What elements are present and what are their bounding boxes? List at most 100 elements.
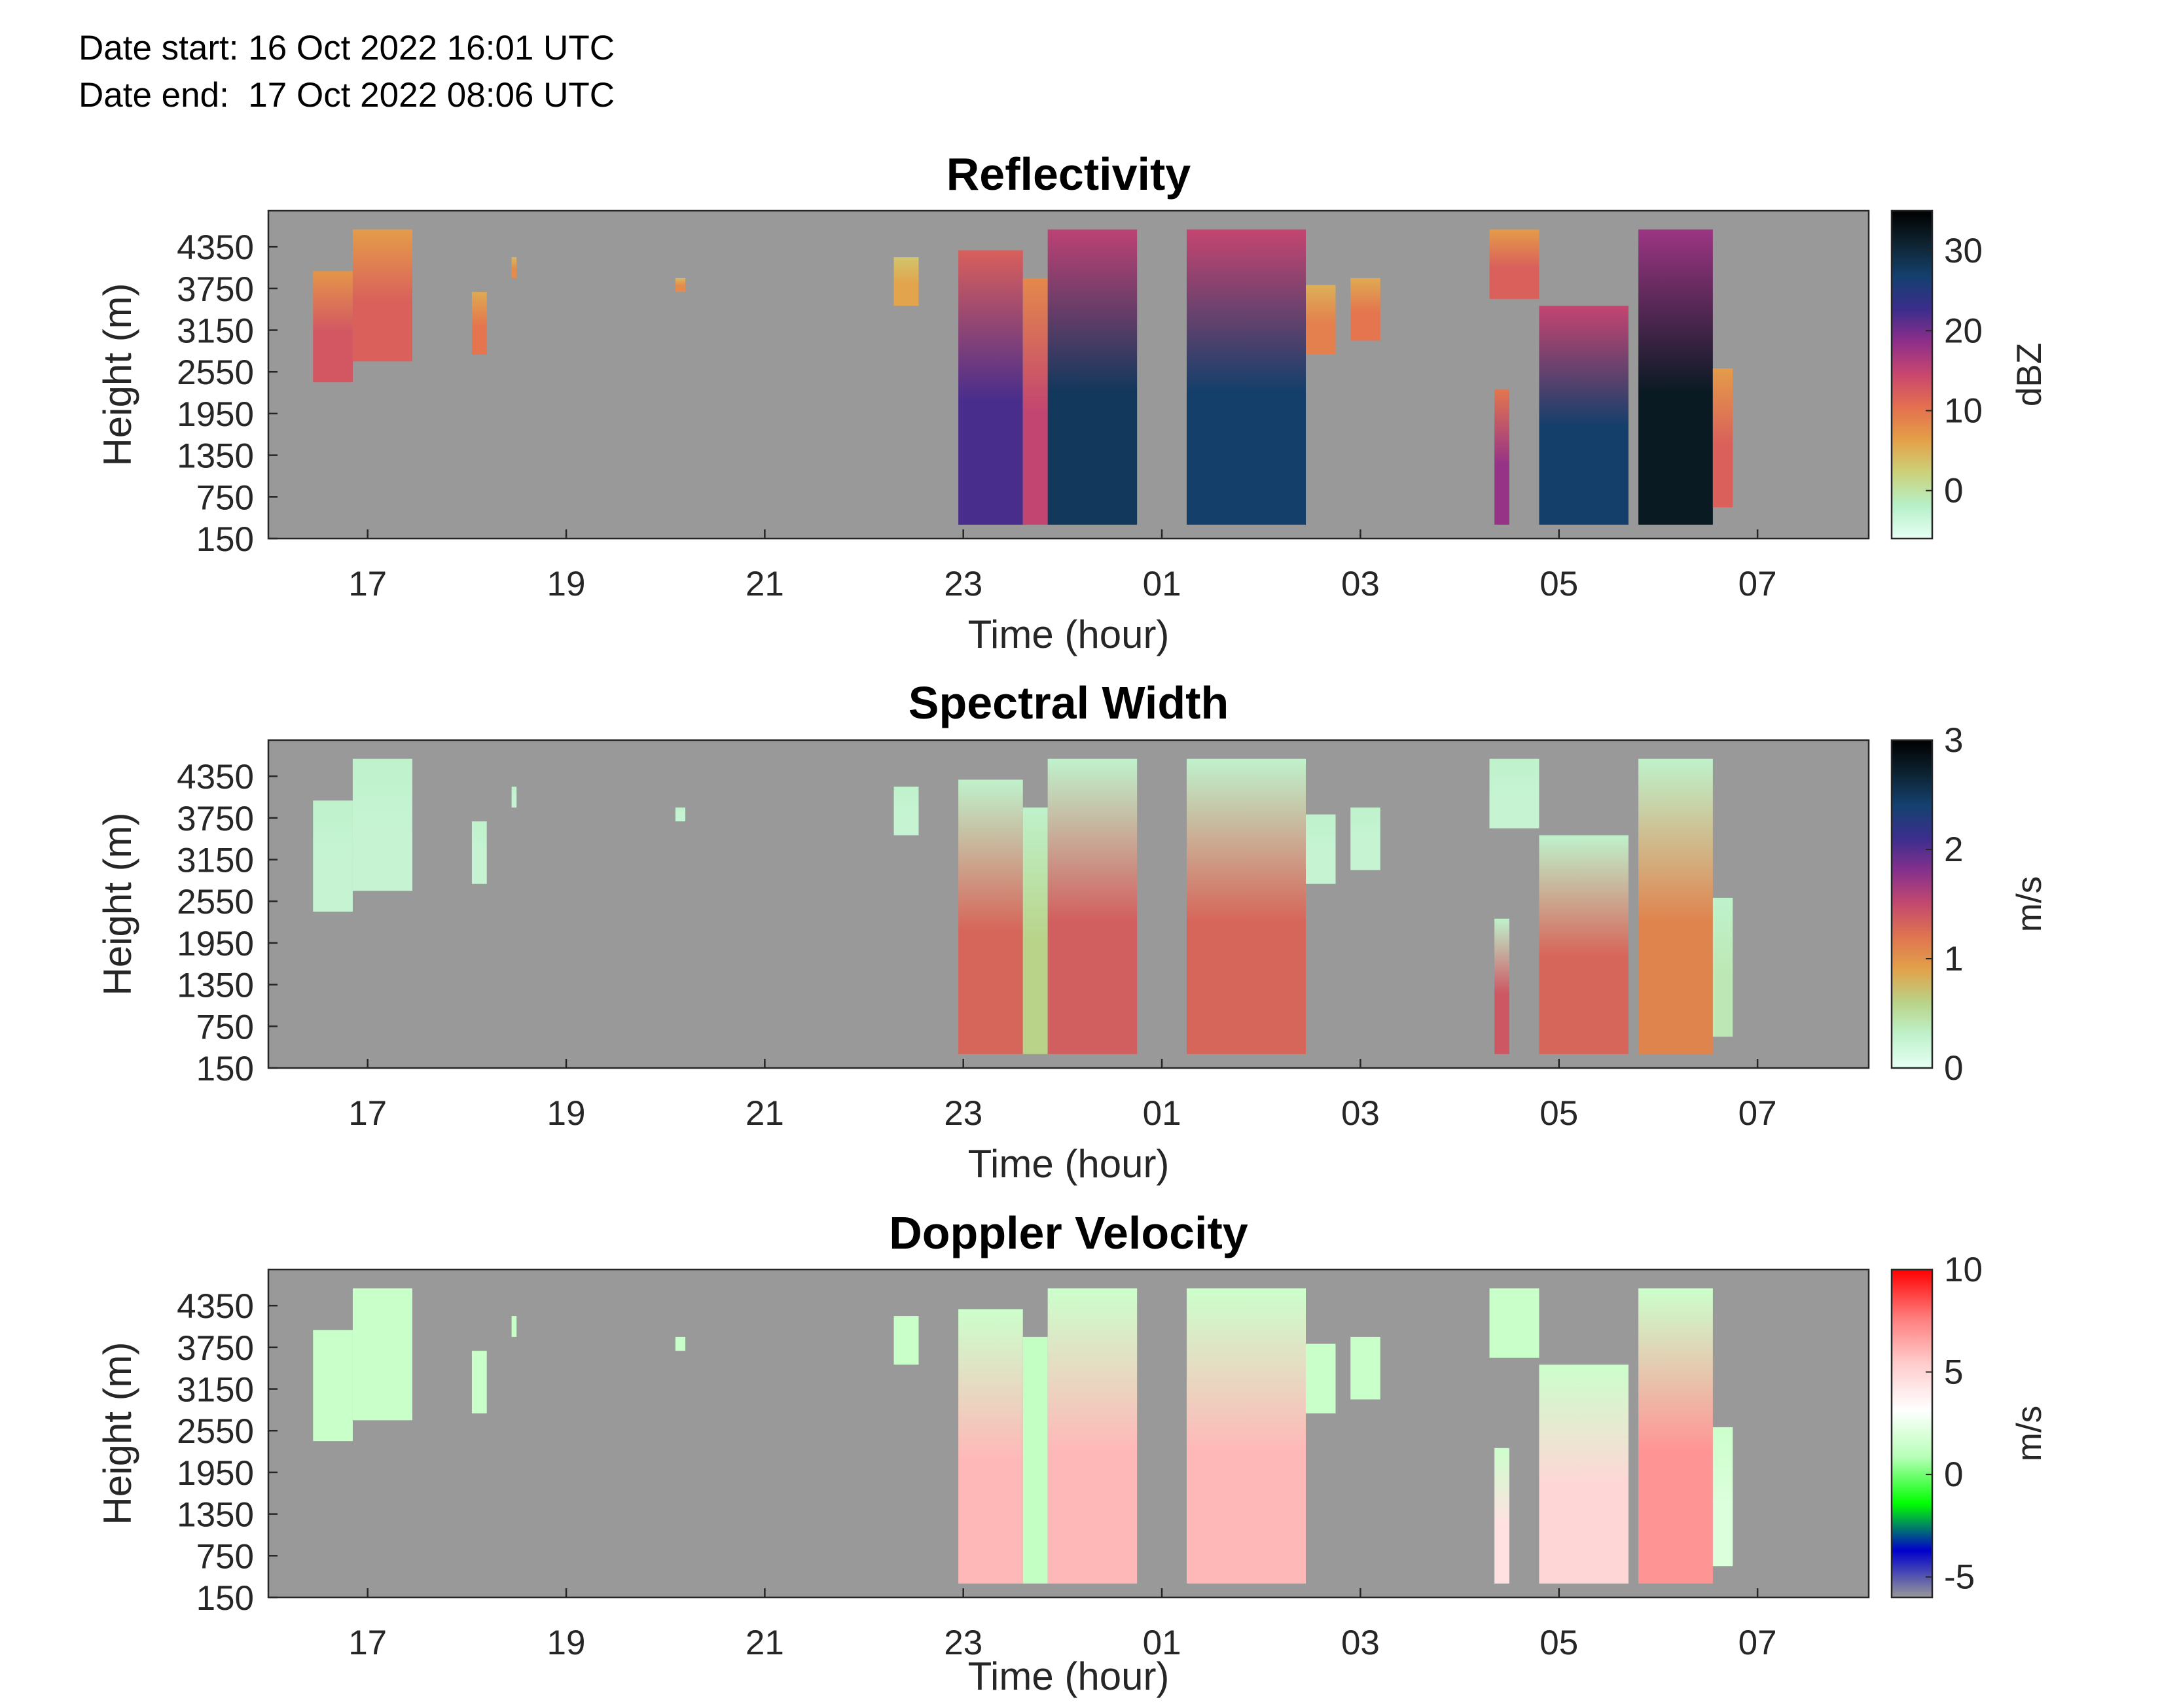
date-start-label: Date start: [79, 29, 239, 67]
echo-cell [1712, 368, 1733, 508]
colorbar [1890, 1268, 1934, 1599]
x-tick-label: 03 [1341, 565, 1380, 603]
x-tick-label: 03 [1341, 1624, 1380, 1662]
echo-cell [1022, 1336, 1048, 1584]
y-tick-label: 2550 [177, 883, 254, 921]
y-tick-label: 3150 [177, 312, 254, 351]
y-tick-label: 3750 [177, 270, 254, 309]
y-tick-label: 2550 [177, 353, 254, 392]
colorbar-label: m/s [2010, 876, 2049, 932]
panel-title: Spectral Width [909, 677, 1229, 728]
colorbar [1890, 209, 1934, 540]
echo-cell [1350, 277, 1380, 341]
date-end-label: Date end: [79, 76, 229, 115]
echo-cell [471, 821, 487, 884]
echo-cell [471, 1351, 487, 1414]
echo-cell [1350, 1336, 1380, 1400]
colorbar-tick-label: 3 [1944, 721, 1963, 760]
date-start-value: 16 Oct 2022 16:01 UTC [248, 29, 615, 67]
plot-frame [267, 739, 1870, 1069]
x-tick-label: 07 [1738, 1624, 1777, 1662]
echo-cell [1022, 277, 1048, 525]
plot-frame [267, 1268, 1870, 1599]
echo-cell [958, 250, 1023, 525]
echo-cell [1047, 758, 1138, 1054]
colorbar-tick-label: 10 [1944, 391, 1983, 430]
y-axis-label: Height (m) [96, 1342, 139, 1525]
echo-cell [1047, 1288, 1138, 1584]
x-axis-label: Time (hour) [968, 613, 1170, 656]
x-tick-label: 17 [348, 565, 387, 603]
y-tick-label: 150 [196, 520, 254, 559]
echo-cell [352, 758, 412, 891]
y-tick-label: 750 [196, 1008, 254, 1046]
echo-cell [1494, 1448, 1509, 1584]
y-tick-label: 4350 [177, 228, 254, 267]
y-tick-label: 750 [196, 1537, 254, 1576]
echo-cell [1638, 758, 1713, 1054]
y-tick-label: 1950 [177, 395, 254, 434]
y-tick-label: 4350 [177, 758, 254, 796]
x-tick-label: 03 [1341, 1094, 1380, 1133]
x-axis-label: Time (hour) [968, 1654, 1170, 1698]
x-tick-label: 01 [1143, 1094, 1181, 1133]
echo-cell [511, 1316, 517, 1337]
echo-cell [471, 292, 487, 355]
colorbar-tick-label: 30 [1944, 232, 1983, 270]
panel-title: Doppler Velocity [889, 1207, 1248, 1258]
echo-cell [893, 1316, 919, 1365]
echo-cell [1306, 285, 1336, 355]
echo-cell [1494, 918, 1509, 1054]
y-tick-label: 1350 [177, 967, 254, 1005]
echo-cell [1186, 229, 1306, 525]
echo-cell [1186, 1288, 1306, 1584]
echo-cell [352, 1288, 412, 1421]
echo-cell [1350, 807, 1380, 870]
echo-cell [511, 787, 517, 808]
x-tick-label: 07 [1738, 565, 1777, 603]
echo-cell [1306, 814, 1336, 884]
x-axis-label: Time (hour) [968, 1142, 1170, 1186]
echo-cell [893, 257, 919, 306]
echo-cell [675, 1336, 686, 1351]
x-tick-label: 23 [944, 1624, 982, 1662]
colorbar-tick-label: 10 [1944, 1251, 1983, 1289]
echo-cell [313, 1330, 353, 1442]
x-tick-label: 05 [1539, 1624, 1578, 1662]
x-tick-label: 17 [348, 1094, 387, 1133]
echo-cell [958, 1309, 1023, 1584]
colorbar-tick-label: 2 [1944, 830, 1963, 869]
colorbar-label: dBZ [2010, 343, 2049, 406]
colorbar-tick-label: 0 [1944, 472, 1963, 510]
x-tick-label: 23 [944, 565, 982, 603]
date-start-row: Date start: 16 Oct 2022 16:01 UTC [79, 25, 615, 72]
echo-cell [1489, 758, 1539, 828]
x-tick-label: 01 [1143, 1624, 1181, 1662]
echo-cell [1539, 835, 1629, 1054]
echo-cell [675, 277, 686, 293]
panel-reflectivity: Reflectivity 17 19 21 23 01 03 05 07 Time (hour) 1… [96, 149, 2049, 656]
echo-cell [1022, 807, 1048, 1054]
x-tick-label: 19 [547, 565, 586, 603]
panel-title: Reflectivity [946, 149, 1191, 200]
date-end-row: Date end: 17 Oct 2022 08:06 UTC [79, 72, 615, 119]
colorbar-tick-label: 0 [1944, 1049, 1963, 1088]
x-tick-label: 07 [1738, 1094, 1777, 1133]
y-axis-label: Height (m) [96, 283, 139, 466]
y-tick-label: 3750 [177, 800, 254, 838]
x-tick-label: 05 [1539, 1094, 1578, 1133]
y-tick-label: 3150 [177, 842, 254, 880]
x-tick-label: 23 [944, 1094, 982, 1133]
colorbar-tick-label: 1 [1944, 940, 1963, 978]
echo-cell [1539, 1364, 1629, 1584]
colorbar-tick-label: 0 [1944, 1455, 1963, 1494]
echo-cell [1638, 1288, 1713, 1584]
echo-cell [1489, 1288, 1539, 1358]
plot-frame [267, 209, 1870, 540]
x-tick-label: 19 [547, 1624, 586, 1662]
colorbar-tick-label: 5 [1944, 1353, 1963, 1392]
y-tick-label: 3750 [177, 1329, 254, 1368]
echo-cell [958, 779, 1023, 1054]
